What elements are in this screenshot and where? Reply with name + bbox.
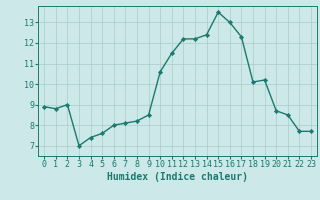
X-axis label: Humidex (Indice chaleur): Humidex (Indice chaleur)	[107, 172, 248, 182]
